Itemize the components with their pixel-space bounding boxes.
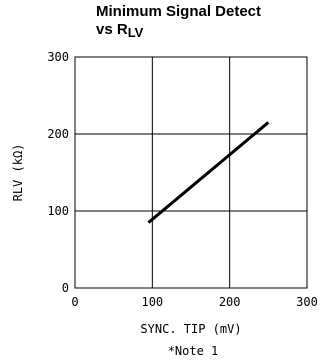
title-line-1: Minimum Signal Detect	[96, 3, 262, 20]
series-layer	[147, 121, 270, 224]
x-tick-label: 300	[296, 295, 318, 309]
x-axis-label: SYNC. TIP (mV)	[140, 322, 241, 336]
title-line-2-main: vs R	[96, 21, 128, 38]
note-text: *Note 1	[168, 344, 219, 358]
y-axis-label: RLV (kΩ)	[11, 144, 25, 202]
x-tick-label: 0	[71, 295, 78, 309]
chart-title: Minimum Signal Detect vs RLV	[96, 3, 261, 42]
x-tick-label: 200	[219, 295, 241, 309]
y-tick-label: 100	[47, 204, 69, 218]
x-tick-label: 100	[141, 295, 163, 309]
title-line-2-subscript: LV	[127, 25, 144, 40]
grid	[75, 57, 307, 288]
series-line	[147, 121, 270, 224]
y-tick-label: 0	[62, 281, 69, 295]
y-tick-labels: 0 100 200 300	[47, 50, 69, 295]
title-line-2: vs RLV	[96, 21, 261, 42]
y-tick-label: 300	[47, 50, 69, 64]
x-tick-labels: 0 100 200 300	[71, 295, 317, 309]
plot-frame	[74, 56, 308, 289]
y-tick-label: 200	[47, 127, 69, 141]
